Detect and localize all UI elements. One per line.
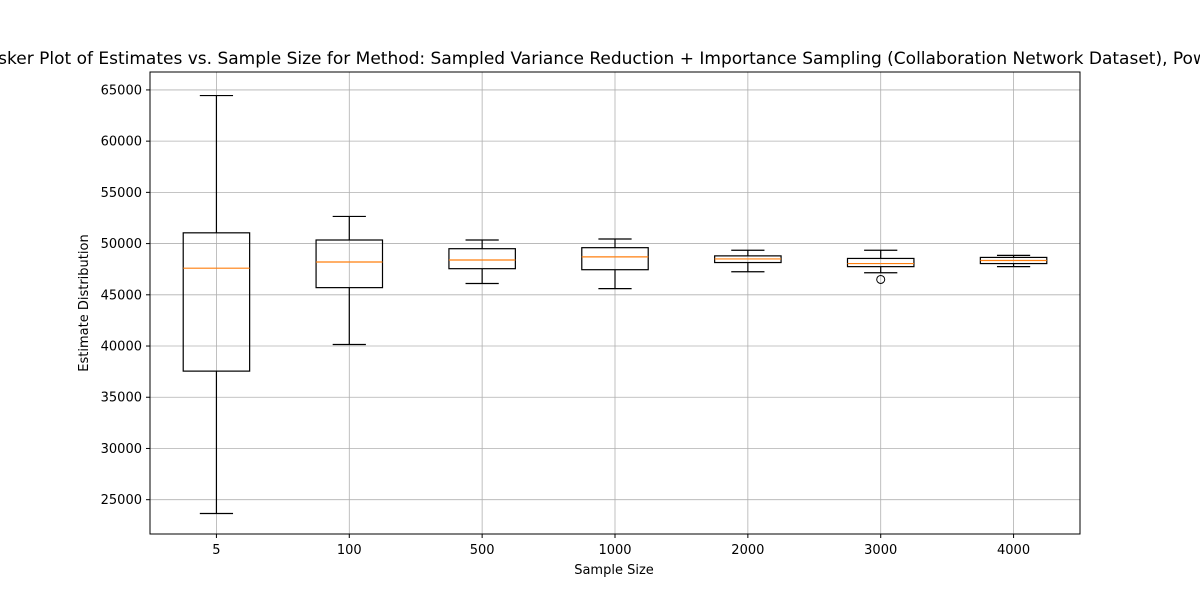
y-tick-label: 45000 (101, 288, 142, 303)
y-tick-label: 35000 (101, 391, 142, 406)
x-tick-label: 100 (337, 543, 362, 558)
y-axis-label: Estimate Distribution (77, 234, 92, 371)
grid-lines (150, 72, 1080, 534)
x-axis-label: Sample Size (574, 563, 654, 578)
box-group (182, 94, 251, 515)
y-tick-label: 25000 (101, 493, 142, 508)
chart-title: hisker Plot of Estimates vs. Sample Size… (0, 49, 1200, 69)
box-group (714, 249, 782, 273)
box-group (979, 254, 1048, 268)
x-tick-label: 500 (470, 543, 495, 558)
box-group (448, 239, 516, 285)
box-iqr (315, 239, 384, 289)
box-iqr (448, 248, 516, 270)
y-tick-label: 55000 (101, 186, 142, 201)
box-group (846, 249, 915, 284)
outlier-point (876, 274, 886, 284)
x-tick-label: 4000 (997, 543, 1030, 558)
box-group (581, 238, 649, 290)
x-tick-label: 5 (212, 543, 220, 558)
y-tick-label: 50000 (101, 237, 142, 252)
box-group (315, 215, 384, 346)
box-iqr (581, 247, 649, 271)
y-tick-label: 30000 (101, 442, 142, 457)
y-axis-ticks: 25000 30000 35000 40000 45000 50000 55000 60000… (101, 83, 150, 508)
x-axis-ticks: 5 100 500 1000 2000 3000 4000 (212, 534, 1030, 558)
box-iqr (182, 232, 251, 372)
y-tick-label: 65000 (101, 83, 142, 98)
box-series (182, 94, 1048, 515)
x-tick-label: 2000 (731, 543, 764, 558)
y-tick-label: 60000 (101, 135, 142, 150)
y-tick-label: 40000 (101, 340, 142, 355)
x-tick-label: 1000 (598, 543, 631, 558)
x-tick-label: 3000 (864, 543, 897, 558)
box-iqr (846, 257, 915, 268)
